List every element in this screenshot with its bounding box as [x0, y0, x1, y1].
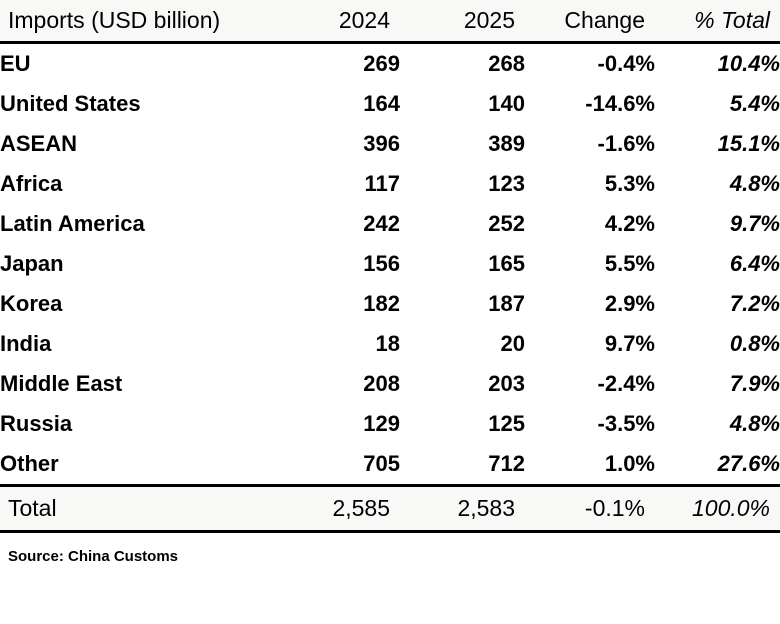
column-header-pct-total: % Total	[655, 0, 780, 44]
cell-2025: 165	[400, 244, 525, 284]
table-row: ASEAN 396 389 -1.6% 15.1%	[0, 124, 780, 164]
cell-2024: 129	[300, 404, 400, 444]
cell-pct-total: 7.2%	[655, 284, 780, 324]
cell-2024: 396	[300, 124, 400, 164]
cell-2025: 712	[400, 444, 525, 486]
cell-2024: 242	[300, 204, 400, 244]
cell-pct-total: 6.4%	[655, 244, 780, 284]
imports-table: Imports (USD billion) 2024 2025 Change %…	[0, 0, 780, 533]
row-label: ASEAN	[0, 124, 300, 164]
table-row: Latin America 242 252 4.2% 9.7%	[0, 204, 780, 244]
cell-2025: 389	[400, 124, 525, 164]
total-cell-pct-total: 100.0%	[655, 484, 780, 533]
cell-2024: 705	[300, 444, 400, 486]
cell-change: -0.4%	[525, 42, 655, 84]
cell-pct-total: 5.4%	[655, 84, 780, 124]
cell-pct-total: 27.6%	[655, 444, 780, 486]
cell-pct-total: 9.7%	[655, 204, 780, 244]
table-header: Imports (USD billion) 2024 2025 Change %…	[0, 0, 780, 44]
row-label: Japan	[0, 244, 300, 284]
column-header-2025: 2025	[400, 0, 525, 44]
table-row: Middle East 208 203 -2.4% 7.9%	[0, 364, 780, 404]
table-row: India 18 20 9.7% 0.8%	[0, 324, 780, 364]
column-header-label: Imports (USD billion)	[0, 0, 300, 44]
table-body: EU 269 268 -0.4% 10.4% United States 164…	[0, 42, 780, 533]
cell-2024: 182	[300, 284, 400, 324]
cell-change: 2.9%	[525, 284, 655, 324]
table-row: Africa 117 123 5.3% 4.8%	[0, 164, 780, 204]
cell-2024: 164	[300, 84, 400, 124]
total-cell-2024: 2,585	[300, 484, 400, 533]
cell-2025: 187	[400, 284, 525, 324]
cell-2025: 203	[400, 364, 525, 404]
cell-2024: 208	[300, 364, 400, 404]
cell-pct-total: 7.9%	[655, 364, 780, 404]
cell-pct-total: 15.1%	[655, 124, 780, 164]
cell-2024: 117	[300, 164, 400, 204]
total-label: Total	[0, 484, 300, 533]
row-label: India	[0, 324, 300, 364]
cell-change: -3.5%	[525, 404, 655, 444]
row-label: Africa	[0, 164, 300, 204]
cell-change: 4.2%	[525, 204, 655, 244]
cell-change: 1.0%	[525, 444, 655, 486]
cell-change: -1.6%	[525, 124, 655, 164]
cell-2024: 18	[300, 324, 400, 364]
cell-change: 5.5%	[525, 244, 655, 284]
table-header-row: Imports (USD billion) 2024 2025 Change %…	[0, 0, 780, 44]
cell-change: -2.4%	[525, 364, 655, 404]
row-label: Russia	[0, 404, 300, 444]
table-row: Other 705 712 1.0% 27.6%	[0, 444, 780, 486]
table-row: Korea 182 187 2.9% 7.2%	[0, 284, 780, 324]
column-header-change: Change	[525, 0, 655, 44]
table-total-row: Total 2,585 2,583 -0.1% 100.0%	[0, 484, 780, 533]
cell-2025: 123	[400, 164, 525, 204]
total-cell-change: -0.1%	[525, 484, 655, 533]
table-row: Russia 129 125 -3.5% 4.8%	[0, 404, 780, 444]
row-label: Latin America	[0, 204, 300, 244]
column-header-2024: 2024	[300, 0, 400, 44]
cell-2025: 252	[400, 204, 525, 244]
cell-change: 5.3%	[525, 164, 655, 204]
row-label: Korea	[0, 284, 300, 324]
table-row: United States 164 140 -14.6% 5.4%	[0, 84, 780, 124]
cell-2025: 125	[400, 404, 525, 444]
cell-2025: 140	[400, 84, 525, 124]
cell-pct-total: 10.4%	[655, 42, 780, 84]
cell-pct-total: 4.8%	[655, 164, 780, 204]
row-label: United States	[0, 84, 300, 124]
table-row: Japan 156 165 5.5% 6.4%	[0, 244, 780, 284]
table-row: EU 269 268 -0.4% 10.4%	[0, 42, 780, 84]
row-label: EU	[0, 42, 300, 84]
cell-2025: 268	[400, 42, 525, 84]
cell-change: 9.7%	[525, 324, 655, 364]
source-note: Source: China Customs	[8, 548, 179, 565]
cell-pct-total: 0.8%	[655, 324, 780, 364]
cell-2024: 269	[300, 42, 400, 84]
cell-change: -14.6%	[525, 84, 655, 124]
cell-pct-total: 4.8%	[655, 404, 780, 444]
cell-2025: 20	[400, 324, 525, 364]
row-label: Other	[0, 444, 300, 486]
total-cell-2025: 2,583	[400, 484, 525, 533]
row-label: Middle East	[0, 364, 300, 404]
cell-2024: 156	[300, 244, 400, 284]
